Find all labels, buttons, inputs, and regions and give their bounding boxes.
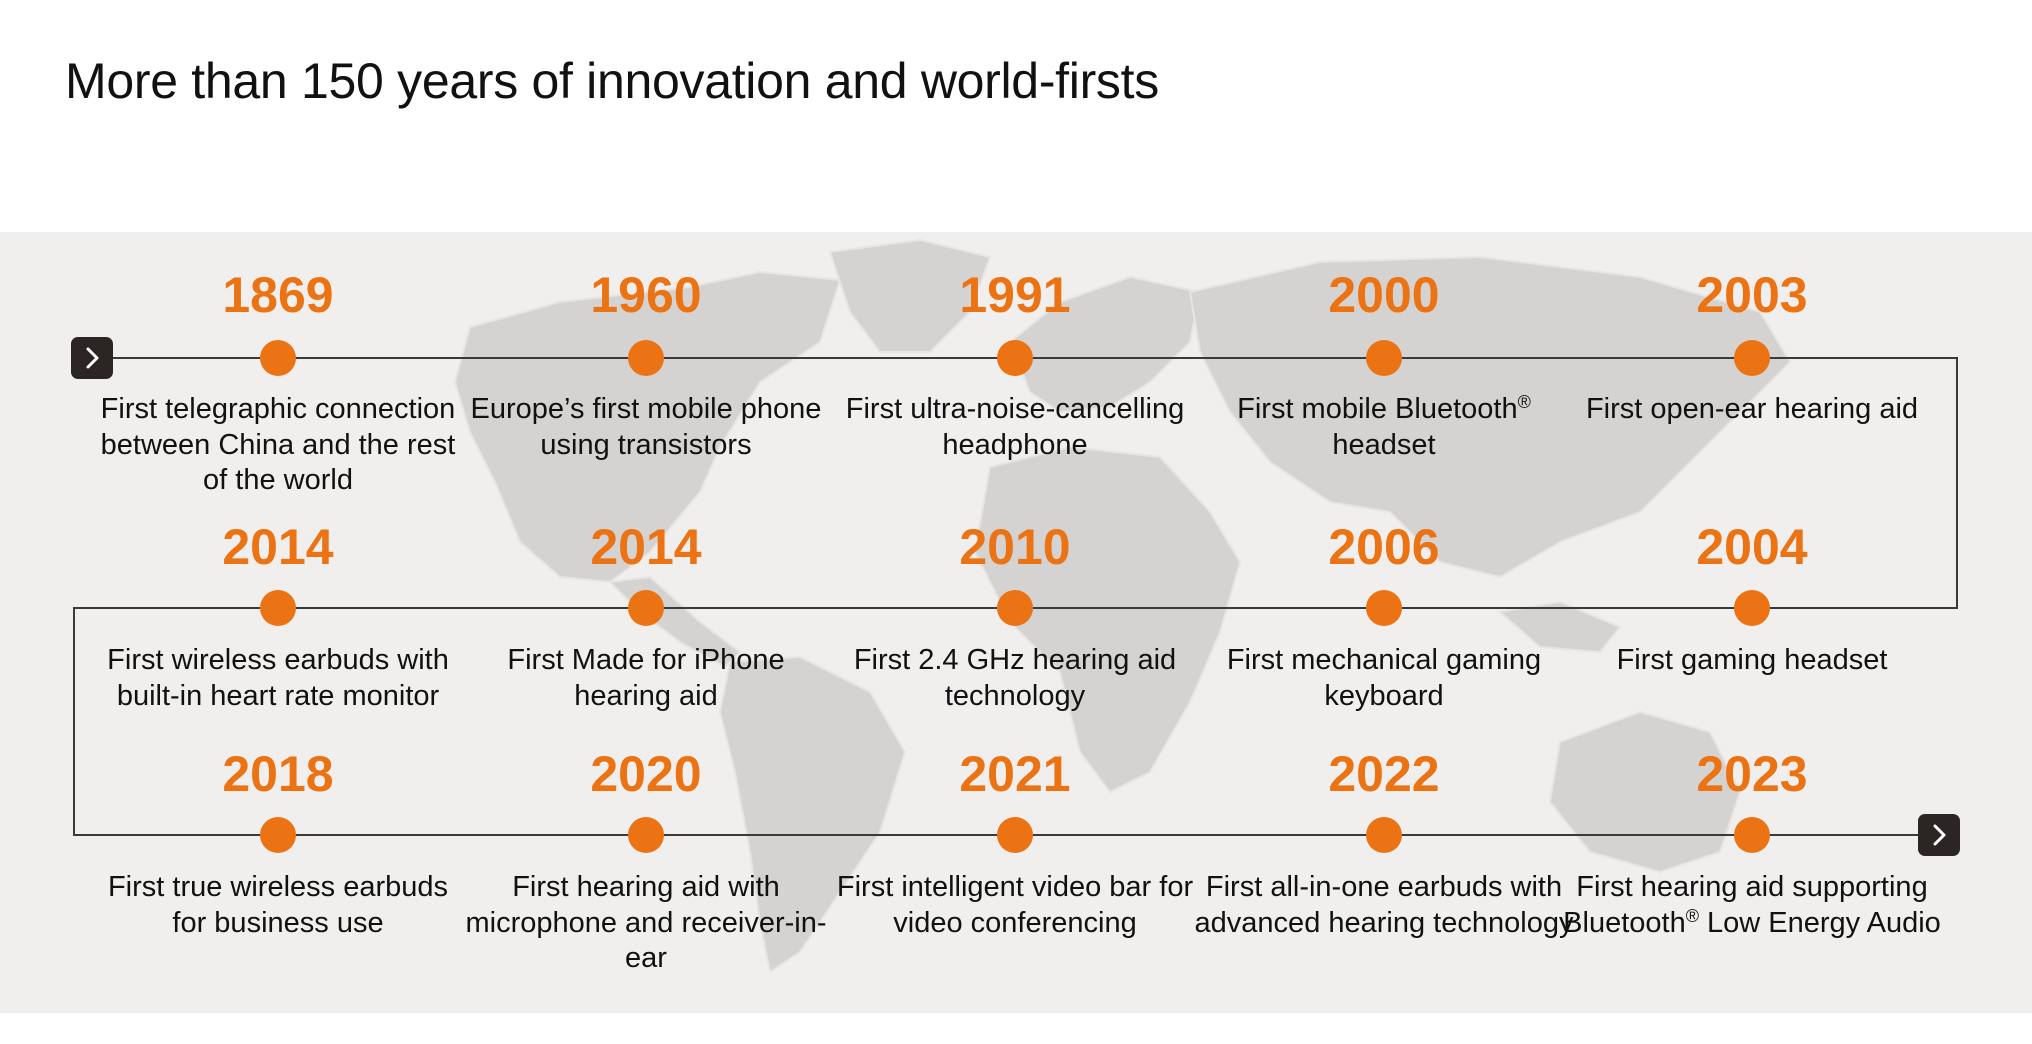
milestone-description: First hearing aid supporting Bluetooth® … xyxy=(1563,871,1941,939)
chevron-right-icon xyxy=(86,347,99,369)
milestone-year: 2020 xyxy=(590,746,702,802)
milestone-dot xyxy=(628,340,664,376)
milestone-dot xyxy=(1366,817,1402,853)
milestone-dot xyxy=(1734,590,1770,626)
milestone-dot xyxy=(997,817,1033,853)
milestone-description: First wireless earbuds with built-in hea… xyxy=(107,644,449,712)
chevron-right-icon xyxy=(1933,824,1946,846)
milestone-description: First mobile Bluetooth® headset xyxy=(1237,392,1531,461)
milestone-year: 2022 xyxy=(1328,746,1440,802)
milestone-description: First ultra-noise-cancelling headphone xyxy=(845,393,1185,461)
milestone-year: 2018 xyxy=(222,746,334,802)
world-map-background xyxy=(453,238,1792,974)
milestone-year: 1869 xyxy=(222,267,334,323)
milestone-year: 1991 xyxy=(959,267,1071,323)
milestone-dot xyxy=(260,817,296,853)
milestone-year: 2010 xyxy=(959,519,1071,575)
milestone-description: Europe’s first mobile phone using transi… xyxy=(470,393,822,461)
milestone-dot xyxy=(260,340,296,376)
milestone-description: First open-ear hearing aid xyxy=(1585,393,1919,425)
milestone-year: 2023 xyxy=(1696,746,1808,802)
milestone-dot xyxy=(1366,590,1402,626)
milestone-dot xyxy=(1734,817,1770,853)
milestone-description: First Made for iPhone hearing aid xyxy=(507,644,785,712)
milestone-year: 2021 xyxy=(959,746,1071,802)
milestone-description: First all-in-one earbuds with advanced h… xyxy=(1194,871,1574,939)
milestone-description: First true wireless earbuds for business… xyxy=(107,871,449,939)
milestone-dot xyxy=(1366,340,1402,376)
timeline-end-arrow[interactable] xyxy=(1918,814,1960,856)
milestone-year: 1960 xyxy=(590,267,702,323)
milestone-description: First intelligent video bar for video co… xyxy=(836,871,1194,939)
milestone-description: First gaming headset xyxy=(1616,644,1888,676)
milestone-description: First mechanical gaming keyboard xyxy=(1226,644,1542,712)
milestone-dot xyxy=(628,590,664,626)
milestone-dot xyxy=(997,590,1033,626)
timeline-start-arrow[interactable] xyxy=(71,337,113,379)
milestone-year: 2014 xyxy=(222,519,334,575)
milestone-description: First 2.4 GHz hearing aid technology xyxy=(853,644,1177,712)
page-title: More than 150 years of innovation and wo… xyxy=(65,53,1159,109)
timeline-panel: 1869 First telegraphic connection between… xyxy=(0,232,2032,1013)
milestone-dot xyxy=(260,590,296,626)
milestone-description: First hearing aid with microphone and re… xyxy=(465,871,827,974)
milestone-year: 2003 xyxy=(1696,267,1808,323)
milestone-dot xyxy=(628,817,664,853)
milestone-dot xyxy=(997,340,1033,376)
milestone-description: First telegraphic connection between Chi… xyxy=(100,393,456,496)
milestone-year: 2004 xyxy=(1696,519,1808,575)
milestone-year: 2014 xyxy=(590,519,702,575)
milestone-dot xyxy=(1734,340,1770,376)
milestone-year: 2006 xyxy=(1328,519,1440,575)
milestone-year: 2000 xyxy=(1328,267,1440,323)
